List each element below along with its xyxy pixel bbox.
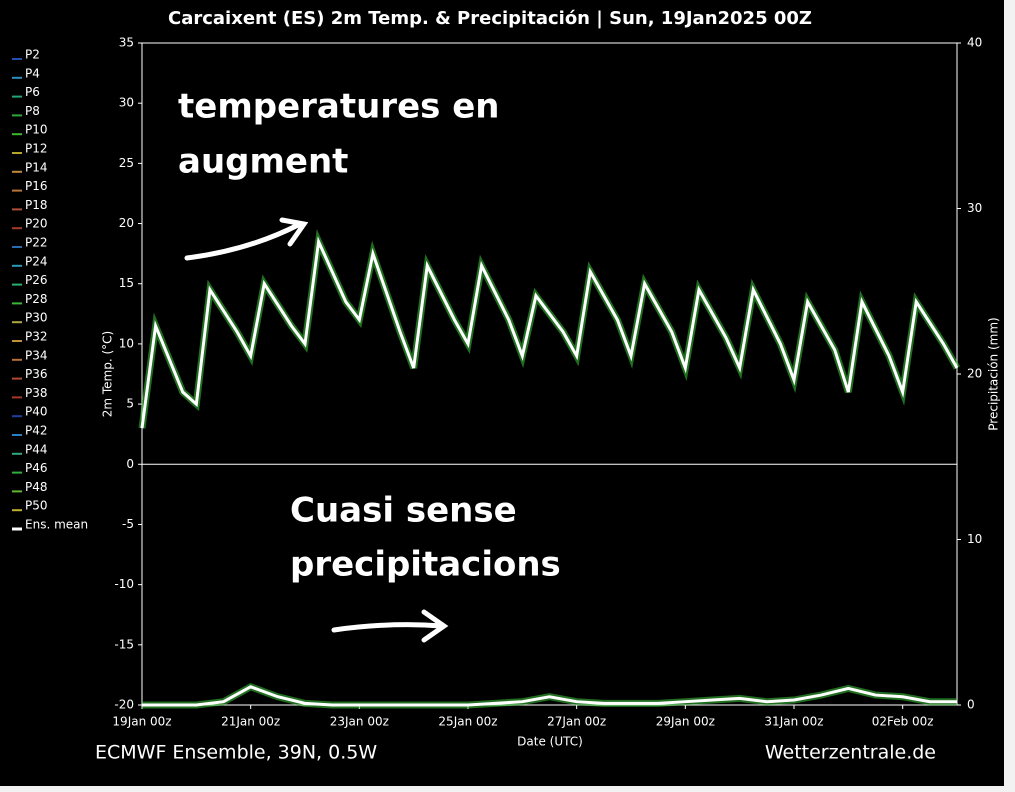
y2-axis-label: Precipitación (mm) xyxy=(987,317,1001,430)
annotation: Cuasi sense xyxy=(290,491,517,531)
series-line xyxy=(142,685,957,707)
x-tick-label: 27Jan 00z xyxy=(547,715,606,729)
legend-label: P32 xyxy=(25,330,48,344)
y-tick-label: 0 xyxy=(126,457,134,471)
legend-label: P14 xyxy=(25,160,48,174)
footer-left: ECMWF Ensemble, 39N, 0.5W xyxy=(95,742,377,764)
legend-label: P20 xyxy=(25,217,48,231)
x-tick-label: 31Jan 00z xyxy=(764,715,823,729)
chart-title: Carcaixent (ES) 2m Temp. & Precipitación… xyxy=(168,8,812,29)
legend-label: P50 xyxy=(25,499,48,513)
legend-label: P10 xyxy=(25,123,48,137)
annotation: temperatures en xyxy=(178,87,499,127)
x-tick-label: 19Jan 00z xyxy=(112,715,171,729)
x-tick-label: 25Jan 00z xyxy=(438,715,497,729)
y2-tick-label: 0 xyxy=(967,698,975,712)
legend-label: P34 xyxy=(25,348,48,362)
y2-tick-label: 30 xyxy=(967,201,982,215)
arrow xyxy=(184,217,309,261)
legend-label: P40 xyxy=(25,405,48,419)
x-tick-label: 02Feb 00z xyxy=(872,715,934,729)
annotation: precipitacions xyxy=(290,545,561,585)
legend-label: P46 xyxy=(25,461,48,475)
legend-label: P8 xyxy=(25,104,40,118)
legend-label: P18 xyxy=(25,198,48,212)
y-tick-label: -5 xyxy=(122,517,134,531)
annotation: augment xyxy=(178,142,348,182)
y-axis-label: 2m Temp. (°C) xyxy=(101,331,115,418)
y-tick-label: 5 xyxy=(126,397,134,411)
legend-label: P24 xyxy=(25,254,48,268)
y-tick-label: -15 xyxy=(114,637,134,651)
legend-label: P48 xyxy=(25,480,48,494)
legend-label: P22 xyxy=(25,236,48,250)
y-tick-label: 25 xyxy=(119,156,134,170)
y-tick-label: 30 xyxy=(119,96,134,110)
legend-label: P28 xyxy=(25,292,48,306)
y2-tick-label: 40 xyxy=(967,36,982,50)
legend-label: P26 xyxy=(25,273,48,287)
y2-tick-label: 10 xyxy=(967,532,982,546)
y2-tick-label: 20 xyxy=(967,367,982,381)
legend-label: P42 xyxy=(25,424,48,438)
legend-label: P30 xyxy=(25,311,48,325)
x-axis-label: Date (UTC) xyxy=(517,735,583,749)
y-tick-label: 35 xyxy=(119,36,134,50)
arrow xyxy=(331,609,449,643)
x-tick-label: 29Jan 00z xyxy=(656,715,715,729)
legend-label: Ens. mean xyxy=(25,518,88,532)
legend-label: P6 xyxy=(25,85,40,99)
legend-label: P4 xyxy=(25,66,40,80)
legend-label: P2 xyxy=(25,48,40,62)
legend-label: P36 xyxy=(25,367,48,381)
y-tick-label: 15 xyxy=(119,276,134,290)
x-tick-label: 21Jan 00z xyxy=(221,715,280,729)
legend-label: P16 xyxy=(25,179,48,193)
series-line xyxy=(140,236,959,429)
footer-right: Wetterzentrale.de xyxy=(765,742,936,764)
y-tick-label: -10 xyxy=(114,577,134,591)
legend-label: P38 xyxy=(25,386,48,400)
x-tick-label: 23Jan 00z xyxy=(330,715,389,729)
y-tick-label: -20 xyxy=(114,698,134,712)
legend-label: P12 xyxy=(25,142,48,156)
y-tick-label: 10 xyxy=(119,336,134,350)
legend-label: P44 xyxy=(25,442,48,456)
y-tick-label: 20 xyxy=(119,216,134,230)
